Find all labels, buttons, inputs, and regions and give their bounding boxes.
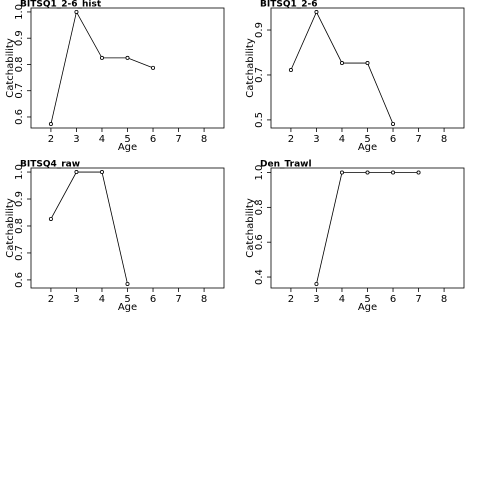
point — [288, 68, 293, 73]
point — [99, 55, 104, 60]
x-tick-label: 6 — [390, 134, 396, 145]
y-tick-label: 0.8 — [14, 57, 25, 73]
x-tick-label: 3 — [313, 294, 319, 305]
y-tick-label: 1.0 — [14, 4, 25, 20]
x-tick-label: 6 — [150, 294, 156, 305]
y-tick-label: 0.8 — [254, 199, 265, 215]
panel: BITSQ1_2-6_hist 2 3 4 5 6 7 8 0.6 0.7 0.8 0.9 1.0 Age… — [5, 0, 225, 153]
point — [391, 121, 396, 126]
y-tick-label: 0.4 — [254, 269, 265, 285]
panel: BITSQ1_2-6 2 3 4 5 6 7 8 0.5 0.7 0.9 Age Catchabilit… — [245, 0, 465, 153]
x-tick-label: 3 — [73, 294, 79, 305]
y-tick-label: 0.9 — [254, 22, 265, 38]
point — [391, 170, 396, 175]
panel-title: BITSQ1_2-6 — [260, 0, 318, 10]
y-tick-label: 0.7 — [254, 67, 265, 83]
x-tick-label: 7 — [415, 294, 421, 305]
y-axis-label: Catchability — [5, 38, 16, 98]
x-tick-label: 7 — [175, 294, 181, 305]
point — [339, 170, 344, 175]
x-tick-label: 4 — [339, 294, 345, 305]
x-axis-label: Age — [358, 142, 377, 153]
panel: BITSQ4_raw 2 3 4 5 6 7 8 0.6 0.7 0.8 0.9 1.0 Age Catch… — [5, 160, 225, 313]
point — [125, 55, 130, 60]
y-tick-label: 0.9 — [14, 191, 25, 207]
y-axis-label: Catchability — [245, 198, 256, 258]
x-tick-label: 5 — [364, 134, 370, 145]
x-axis-label: Age — [358, 302, 377, 313]
y-tick-label: 0.6 — [254, 234, 265, 250]
y-tick-label: 0.8 — [14, 218, 25, 234]
point — [365, 61, 370, 66]
y-axis-label: Catchability — [5, 198, 16, 258]
point — [339, 61, 344, 66]
x-tick-label: 5 — [124, 294, 130, 305]
series-line — [316, 172, 419, 285]
x-tick-label: 7 — [415, 134, 421, 145]
y-tick-label: 0.7 — [14, 83, 25, 99]
y-tick-label: 0.7 — [14, 245, 25, 261]
x-tick-label: 4 — [99, 294, 105, 305]
plot-box — [270, 7, 465, 129]
series-line — [50, 10, 154, 125]
x-tick-label: 2 — [288, 134, 294, 145]
x-tick-label: 6 — [150, 134, 156, 145]
point — [48, 122, 53, 127]
y-tick-label: 0.6 — [14, 272, 25, 288]
panel-title: BITSQ4_raw — [20, 160, 80, 170]
x-tick-label: 6 — [390, 294, 396, 305]
point — [48, 216, 53, 221]
x-tick-label: 8 — [201, 134, 207, 145]
panel-title: Den_Trawl — [260, 160, 312, 170]
x-tick-label: 8 — [441, 294, 447, 305]
x-tick-label: 3 — [313, 134, 319, 145]
x-axis-label: Age — [118, 302, 137, 313]
point — [151, 65, 156, 70]
x-tick-label: 8 — [441, 134, 447, 145]
x-tick-label: 5 — [364, 294, 370, 305]
x-tick-label: 2 — [288, 294, 294, 305]
x-tick-label: 3 — [73, 134, 79, 145]
x-tick-label: 4 — [339, 134, 345, 145]
panel: Den_Trawl 2 3 4 5 6 7 8 0.4 0.6 0.8 1.0 Age Catchabil… — [245, 160, 465, 313]
y-tick-label: 1.0 — [254, 165, 265, 181]
x-tick-label: 5 — [124, 134, 130, 145]
series-line — [50, 171, 128, 285]
x-axis-label: Age — [118, 142, 137, 153]
y-axis-label: Catchability — [245, 38, 256, 98]
panel-title: BITSQ1_2-6_hist — [20, 0, 102, 10]
point — [74, 9, 79, 14]
point — [314, 10, 319, 15]
y-tick-label: 0.9 — [14, 30, 25, 46]
point — [74, 170, 79, 175]
x-tick-label: 2 — [48, 294, 54, 305]
y-tick-label: 0.6 — [14, 109, 25, 125]
y-tick-label: 0.5 — [254, 112, 265, 128]
y-tick-label: 1.0 — [14, 164, 25, 180]
plot-box — [30, 167, 225, 289]
point — [99, 170, 104, 175]
x-tick-label: 8 — [201, 294, 207, 305]
point — [125, 281, 130, 286]
point — [314, 281, 319, 286]
x-tick-label: 2 — [48, 134, 54, 145]
x-tick-label: 7 — [175, 134, 181, 145]
plot-box — [270, 167, 465, 289]
point — [365, 170, 370, 175]
plot-box — [30, 7, 225, 129]
x-tick-label: 4 — [99, 134, 105, 145]
series-line — [290, 11, 394, 125]
point — [416, 170, 421, 175]
